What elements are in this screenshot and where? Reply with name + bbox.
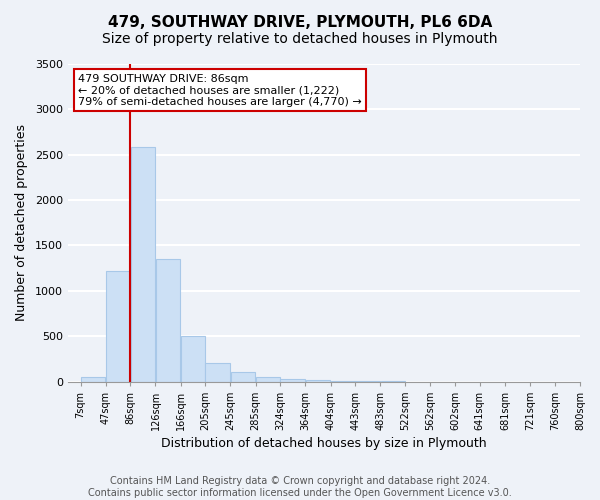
Bar (230, 372, 256, 382)
Bar (131, 146, 155, 382)
Text: Contains HM Land Registry data © Crown copyright and database right 2024.
Contai: Contains HM Land Registry data © Crown c… (88, 476, 512, 498)
Bar (280, 379, 305, 382)
X-axis label: Distribution of detached houses by size in Plymouth: Distribution of detached houses by size … (161, 437, 487, 450)
Text: 479, SOUTHWAY DRIVE, PLYMOUTH, PL6 6DA: 479, SOUTHWAY DRIVE, PLYMOUTH, PL6 6DA (108, 15, 492, 30)
Bar (305, 380, 331, 382)
Text: 479 SOUTHWAY DRIVE: 86sqm
← 20% of detached houses are smaller (1,222)
79% of se: 479 SOUTHWAY DRIVE: 86sqm ← 20% of detac… (78, 74, 362, 106)
Bar (181, 336, 205, 382)
Bar (205, 364, 230, 382)
Bar (106, 271, 130, 382)
Text: Size of property relative to detached houses in Plymouth: Size of property relative to detached ho… (102, 32, 498, 46)
Bar (256, 377, 280, 382)
Bar (156, 259, 181, 382)
Bar (331, 381, 355, 382)
Bar (81, 377, 106, 382)
Y-axis label: Number of detached properties: Number of detached properties (15, 124, 28, 322)
